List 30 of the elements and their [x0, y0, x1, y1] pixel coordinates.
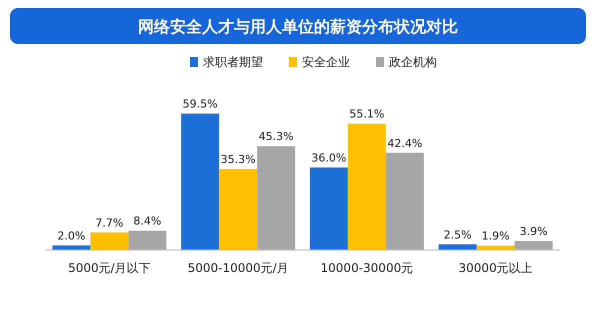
data-label: 45.3%: [258, 130, 294, 144]
bar: [348, 124, 386, 250]
legend-label: 安全企业: [302, 55, 350, 69]
data-label: 59.5%: [182, 98, 218, 111]
legend-label: 政企机构: [389, 55, 437, 69]
data-label: 1.9%: [482, 230, 510, 243]
data-label: 7.7%: [95, 216, 124, 230]
data-label: 3.9%: [520, 225, 548, 238]
data-label: 55.1%: [349, 108, 384, 121]
data-label: 42.4%: [387, 136, 422, 150]
bar: [219, 169, 258, 250]
data-label: 35.3%: [220, 153, 256, 166]
bar: [514, 241, 553, 250]
bar: [128, 230, 166, 250]
chart-title: 网络安全人才与用人单位的薪资分布状况对比: [138, 17, 458, 36]
bar: [257, 146, 296, 250]
data-label: 2.0%: [57, 229, 86, 242]
x-tick-label: 5000元/月以下: [68, 261, 151, 275]
bar: [476, 246, 515, 250]
bar: [90, 232, 128, 250]
x-tick-label: 10000-30000元: [320, 261, 414, 275]
legend-label: 求职者期望: [203, 55, 263, 69]
data-label: 2.5%: [444, 228, 472, 242]
x-tick-label: 5000-10000元/月: [188, 261, 289, 275]
data-label: 36.0%: [311, 151, 346, 164]
bar: [310, 167, 348, 250]
bar: [181, 114, 220, 250]
data-label: 8.4%: [133, 214, 162, 228]
bar: [386, 152, 424, 250]
x-tick-label: 30000元以上: [458, 261, 533, 275]
